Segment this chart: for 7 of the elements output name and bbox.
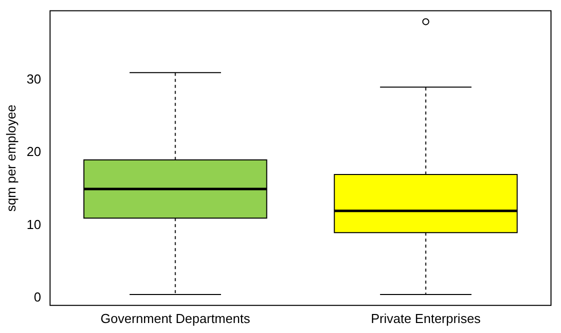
y-tick-label: 30 (26, 71, 42, 86)
y-axis-title: sqm per employee (3, 104, 18, 212)
y-tick-label: 20 (26, 144, 42, 160)
x-tick-label: Government Departments (100, 310, 251, 326)
x-tick-label: Private Enterprises (370, 310, 482, 326)
y-tick-label: 0 (34, 290, 42, 305)
y-tick-label: 10 (26, 216, 42, 232)
